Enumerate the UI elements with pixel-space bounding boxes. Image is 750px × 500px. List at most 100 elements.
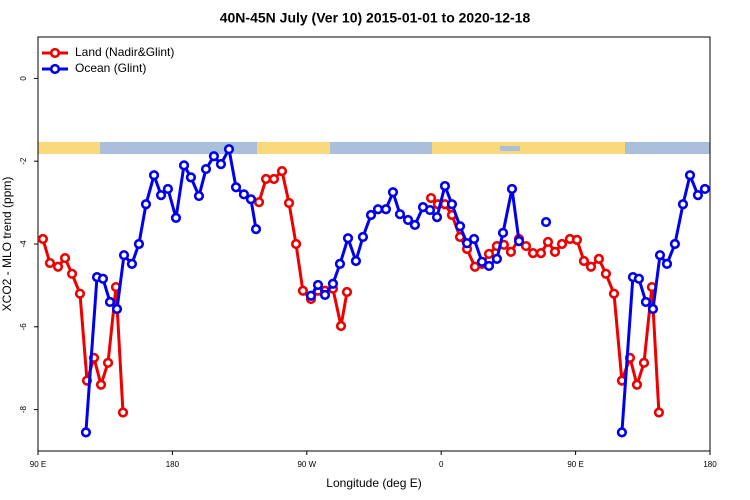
x-tick-label: 180 — [703, 460, 717, 469]
data-point — [578, 255, 590, 267]
data-point — [633, 273, 645, 284]
data-point — [365, 209, 377, 221]
data-point — [80, 427, 92, 438]
data-point — [350, 255, 362, 267]
land-strip — [432, 142, 625, 154]
data-point — [439, 180, 451, 192]
x-tick-label: 0 — [439, 460, 444, 469]
data-point — [394, 209, 406, 220]
data-point — [540, 216, 552, 228]
data-point — [585, 261, 597, 272]
data-point — [616, 427, 627, 438]
data-point — [140, 199, 152, 210]
data-point — [409, 219, 421, 231]
data-point — [111, 303, 123, 315]
data-point — [117, 407, 129, 418]
map-strip — [38, 142, 710, 154]
data-point — [208, 151, 220, 162]
data-point — [126, 258, 138, 269]
legend-label: Ocean (Glint) — [75, 61, 146, 75]
data-point — [535, 248, 547, 259]
data-point — [74, 288, 86, 299]
data-point — [104, 296, 116, 308]
data-point — [669, 238, 681, 250]
data-point — [327, 278, 339, 289]
data-point — [380, 204, 392, 215]
x-tick-label: 180 — [166, 460, 180, 469]
data-point — [454, 221, 466, 232]
data-point — [312, 279, 324, 291]
sea-strip — [500, 146, 520, 151]
data-point — [491, 253, 503, 265]
data-point — [290, 238, 302, 250]
data-point — [297, 285, 309, 296]
data-point — [402, 214, 414, 226]
data-point — [387, 187, 399, 198]
data-point — [684, 170, 696, 181]
data-point — [631, 379, 643, 390]
data-point — [162, 183, 174, 195]
data-point — [549, 246, 561, 257]
series — [80, 144, 711, 438]
data-point — [59, 252, 71, 264]
data-point — [483, 260, 495, 272]
data-point — [342, 233, 354, 244]
data-point — [341, 286, 353, 298]
land-strip — [38, 142, 100, 154]
y-tick-label: -2 — [19, 157, 28, 165]
legend-marker — [49, 63, 61, 75]
legend-label: Land (Nadir&Glint) — [75, 45, 174, 59]
data-point — [260, 173, 272, 185]
data-point — [647, 303, 659, 315]
y-tick-label: -4 — [19, 240, 28, 248]
data-point — [640, 296, 652, 308]
data-point — [215, 158, 227, 170]
x-axis-label: Longitude (deg E) — [326, 476, 421, 490]
y-tick-label: -8 — [19, 405, 28, 413]
data-point — [245, 194, 257, 205]
data-point — [250, 223, 262, 235]
data-point — [319, 289, 331, 301]
data-point — [200, 163, 212, 175]
data-point — [193, 190, 205, 202]
data-point — [513, 236, 525, 247]
data-point — [483, 248, 495, 260]
data-point — [425, 192, 437, 204]
chart-title: 40N-45N July (Ver 10) 2015-01-01 to 2020… — [220, 10, 531, 26]
data-point — [44, 257, 56, 269]
data-point — [102, 357, 114, 368]
y-axis-label: XCO2 - MLO trend (ppm) — [0, 177, 14, 312]
data-point — [506, 183, 518, 195]
data-point — [238, 189, 250, 200]
data-point — [476, 256, 488, 267]
data-point — [178, 160, 190, 171]
data-point — [185, 172, 197, 183]
x-tick-label: 90 E — [567, 460, 583, 469]
data-point — [52, 261, 64, 272]
data-point — [654, 250, 666, 261]
data-point — [133, 238, 145, 250]
data-point — [542, 236, 554, 248]
data-point — [505, 246, 517, 257]
data-point — [497, 227, 509, 238]
data-point — [155, 190, 167, 201]
data-point — [431, 211, 443, 223]
data-point — [600, 268, 612, 279]
data-point — [608, 288, 620, 299]
y-tick-label: 0 — [19, 76, 28, 81]
x-tick-label: 90 W — [297, 460, 316, 469]
data-point — [468, 233, 480, 245]
data-point — [37, 233, 49, 245]
data-point — [677, 199, 689, 210]
data-point — [661, 258, 673, 269]
legend-marker — [49, 47, 61, 59]
data-point — [446, 199, 458, 210]
data-point — [276, 166, 288, 177]
data-point — [268, 173, 280, 185]
data-point — [527, 248, 539, 259]
series — [37, 166, 665, 418]
data-point — [372, 204, 384, 215]
data-point — [692, 190, 704, 201]
data-point — [335, 320, 347, 332]
legend: Land (Nadir&Glint) Ocean (Glint) — [42, 45, 174, 75]
